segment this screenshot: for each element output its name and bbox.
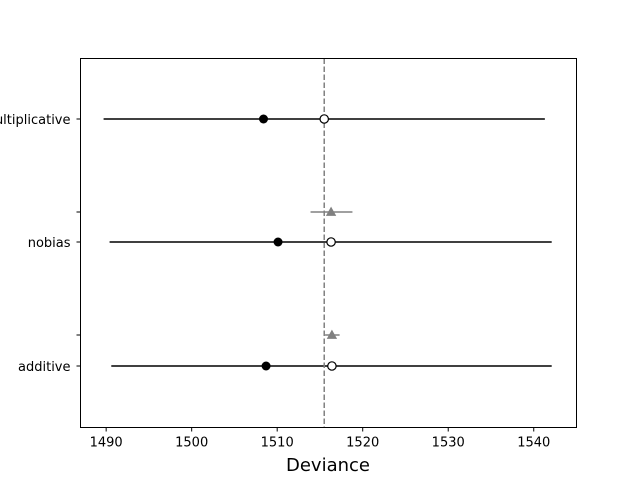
filled-point-additive xyxy=(262,362,271,371)
x-axis-title: Deviance xyxy=(286,455,370,476)
y-tick-label-nobias: nobias xyxy=(28,236,71,251)
open-point-multiplicative xyxy=(320,115,328,123)
x-tick-label-1520: 1520 xyxy=(346,436,379,451)
x-tick-label-1500: 1500 xyxy=(175,436,208,451)
y-tick-label-additive: additive xyxy=(18,360,70,375)
y-axis: multiplicative nobias additive xyxy=(0,113,81,375)
open-point-additive xyxy=(328,362,336,370)
y-tick-label-multiplicative: multiplicative xyxy=(0,113,71,128)
x-tick-label-1490: 1490 xyxy=(90,436,123,451)
x-tick-label-1530: 1530 xyxy=(432,436,465,451)
x-tick-label-1540: 1540 xyxy=(517,436,550,451)
x-tick-label-1510: 1510 xyxy=(261,436,294,451)
plot-content xyxy=(104,59,552,428)
x-axis: 1490 1500 1510 1520 1530 1540 xyxy=(90,428,551,451)
filled-point-nobias xyxy=(274,238,283,247)
filled-point-multiplicative xyxy=(259,115,268,124)
open-point-nobias xyxy=(327,238,335,246)
